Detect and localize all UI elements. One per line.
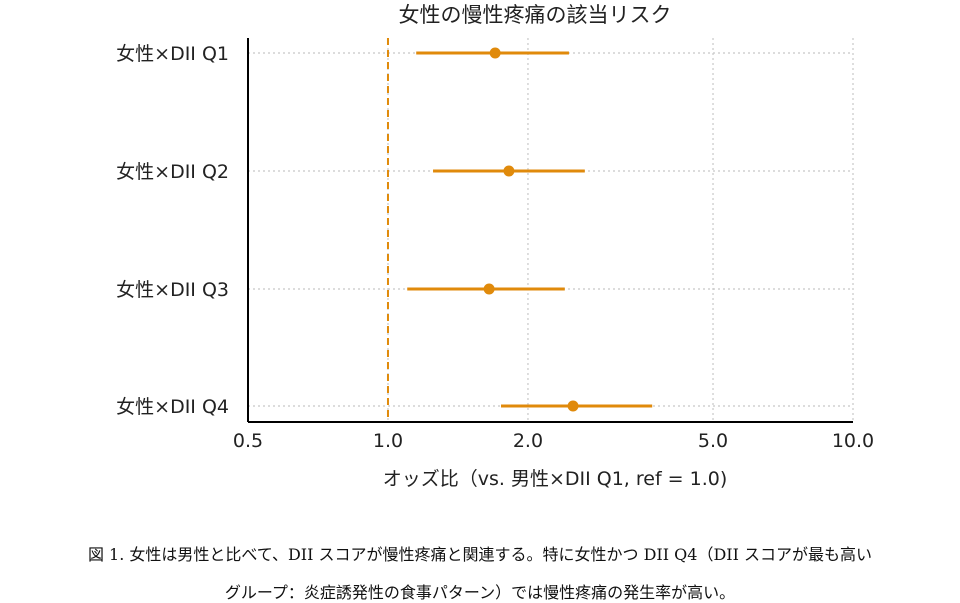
data-markers	[407, 47, 653, 412]
figure-caption-line-1: 図 1. 女性は男性と比べて、DII スコアが慢性疼痛と関連する。特に女性かつ …	[87, 545, 873, 564]
x-tick-label-5.0: 5.0	[698, 430, 728, 452]
y-tick-label-row-2: 女性×DII Q2	[116, 161, 229, 183]
x-tick-label-1.0: 1.0	[373, 430, 403, 452]
odds-ratio-point-row-1	[489, 47, 501, 59]
odds-ratio-point-row-3	[483, 283, 495, 295]
x-axis-label: オッズ比（vs. 男性×DII Q1, ref = 1.0)	[383, 468, 728, 490]
forest-plot: 女性の慢性疼痛の該当リスク 0.5 1.0 2.0 5.0 10.0 女性×DII Q1 女…	[116, 3, 874, 490]
x-tick-label-0.5: 0.5	[233, 430, 263, 452]
y-tick-label-row-4: 女性×DII Q4	[116, 396, 229, 418]
chart-title: 女性の慢性疼痛の該当リスク	[399, 3, 672, 27]
x-tick-label-10.0: 10.0	[832, 430, 874, 452]
odds-ratio-point-row-2	[503, 165, 515, 177]
x-tick-label-2.0: 2.0	[513, 430, 543, 452]
y-tick-label-row-1: 女性×DII Q1	[116, 43, 229, 65]
odds-ratio-point-row-4	[567, 400, 579, 412]
figure-caption-line-2: グループ：炎症誘発性の食事パターン）では慢性疼痛の発生率が高い。	[224, 583, 736, 602]
y-tick-label-row-3: 女性×DII Q3	[116, 279, 229, 301]
tick-labels: 0.5 1.0 2.0 5.0 10.0 女性×DII Q1 女性×DII Q2 女性×DII…	[116, 43, 874, 452]
axes	[247, 38, 853, 423]
grid-lines	[248, 38, 854, 422]
